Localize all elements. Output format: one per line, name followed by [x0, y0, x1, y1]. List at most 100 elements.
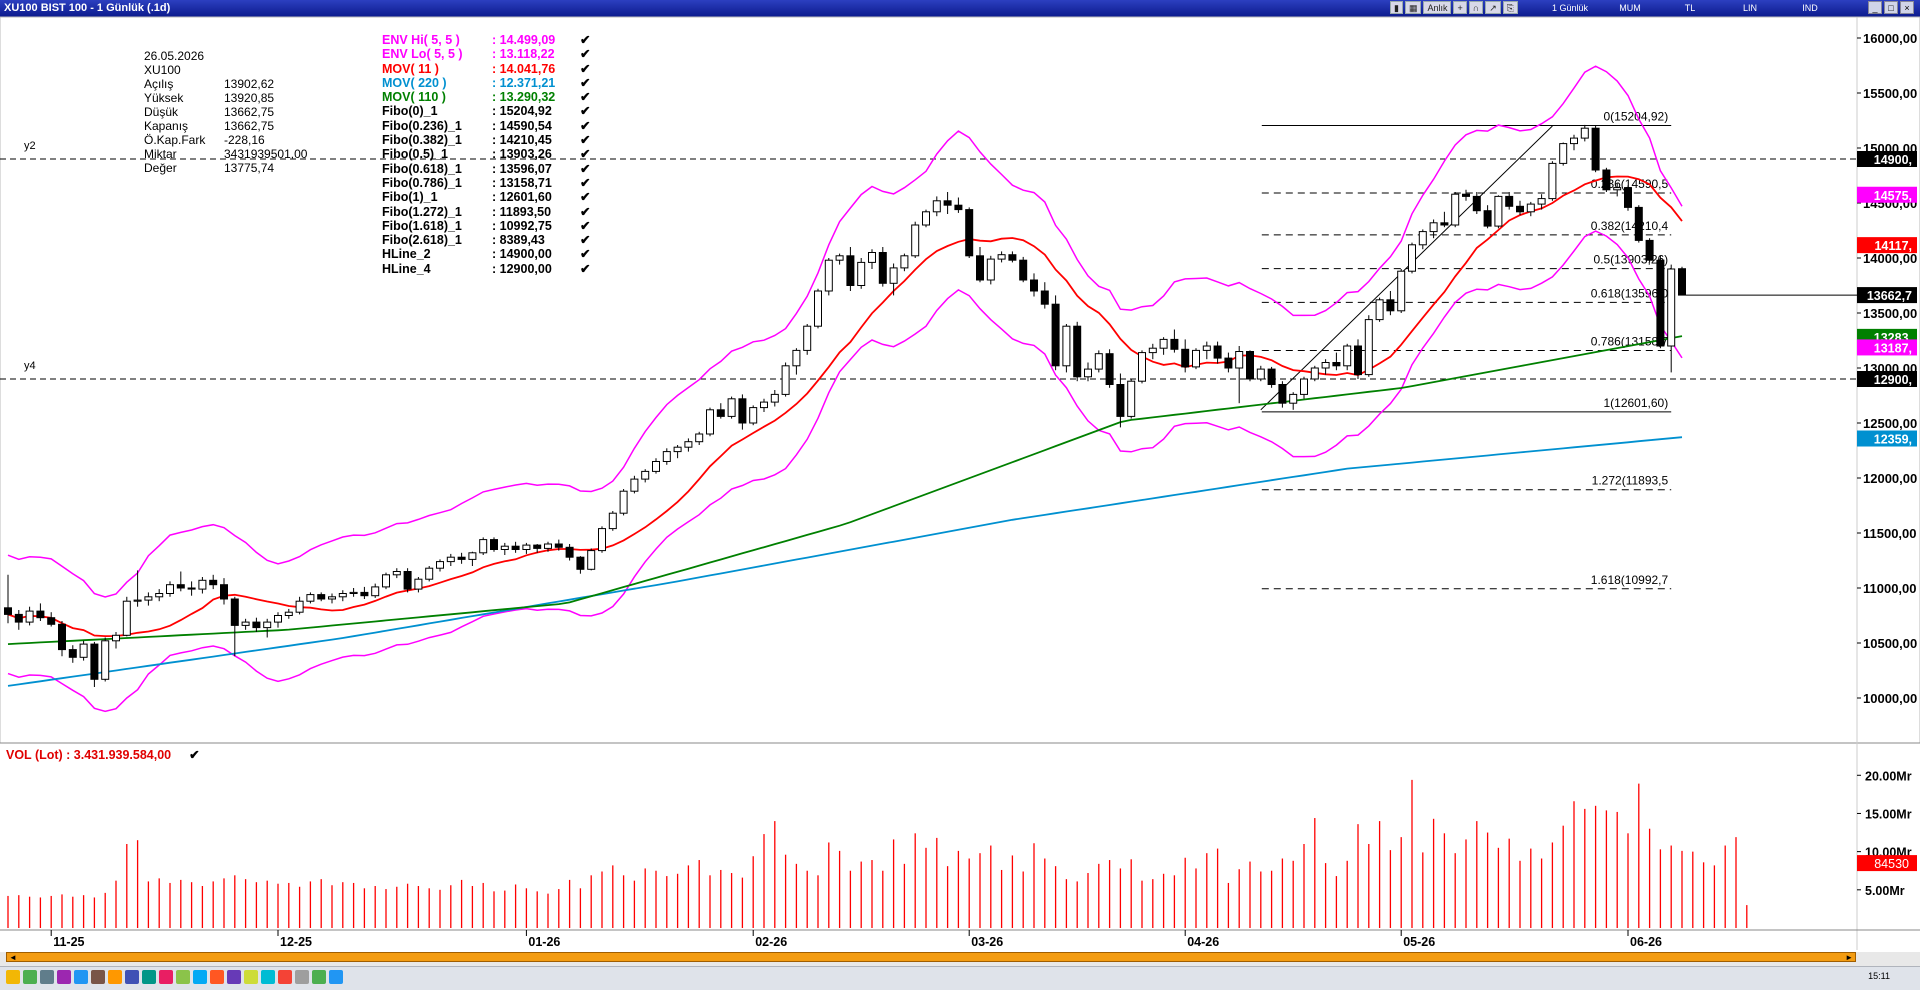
- taskbar-app-icon[interactable]: [295, 970, 309, 984]
- candle-body: [14, 613, 23, 623]
- legend-row: Fibo(1.618)_1: 10992,75 ✔: [382, 219, 594, 233]
- candle-body: [533, 544, 542, 549]
- candle-body: [1516, 205, 1524, 213]
- toolbar-button-6[interactable]: ⎘: [1502, 1, 1518, 14]
- candle-body: [112, 634, 120, 642]
- volume-check-icon[interactable]: ✔: [189, 748, 200, 762]
- check-icon[interactable]: ✔: [580, 75, 591, 90]
- check-icon[interactable]: ✔: [580, 104, 591, 119]
- close-icon[interactable]: ×: [1900, 1, 1914, 14]
- info-key: Miktar: [144, 147, 177, 161]
- taskbar-app-icon[interactable]: [108, 970, 122, 984]
- candle-body: [144, 596, 153, 601]
- taskbar-app-icon[interactable]: [159, 970, 173, 984]
- taskbar-app-icon[interactable]: [40, 970, 54, 984]
- check-icon[interactable]: ✔: [580, 161, 591, 176]
- taskbar-app-icon[interactable]: [57, 970, 71, 984]
- y-tick-label: 13500,00: [1863, 306, 1917, 321]
- candle-body: [198, 579, 207, 590]
- mode-1-günlük[interactable]: 1 Günlük: [1551, 3, 1589, 13]
- candle-body: [1332, 362, 1341, 367]
- candle-body: [1213, 345, 1222, 359]
- taskbar-app-icon[interactable]: [74, 970, 88, 984]
- mode-tl[interactable]: TL: [1684, 3, 1696, 13]
- taskbar-app-icon[interactable]: [176, 970, 190, 984]
- taskbar-app-icon[interactable]: [193, 970, 207, 984]
- candle-body: [1667, 268, 1676, 347]
- candle-body: [1321, 362, 1330, 369]
- taskbar-app-icon[interactable]: [244, 970, 258, 984]
- scroll-left-icon[interactable]: ◄: [9, 953, 17, 962]
- taskbar-app-icon[interactable]: [210, 970, 224, 984]
- scroll-right-icon[interactable]: ►: [1845, 953, 1853, 962]
- info-key: Açılış: [144, 77, 174, 91]
- mode-lin[interactable]: LIN: [1742, 3, 1757, 13]
- check-icon[interactable]: ✔: [580, 218, 591, 233]
- legend-key: Fibo(0)_1: [382, 104, 438, 119]
- taskbar-app-icon[interactable]: [329, 970, 343, 984]
- check-icon[interactable]: ✔: [580, 247, 591, 262]
- check-icon[interactable]: ✔: [580, 261, 591, 276]
- volume-badge: [1857, 855, 1917, 872]
- candle-body: [922, 211, 930, 226]
- legend-key: Fibo(0.5)_1: [382, 147, 448, 162]
- toolbar-button-4[interactable]: ∩: [1468, 1, 1484, 14]
- axis-badge-label: 13662,7: [1867, 289, 1912, 303]
- toolbar-button-0[interactable]: ▮: [1390, 1, 1403, 14]
- check-icon[interactable]: ✔: [580, 133, 591, 148]
- legend-row: Fibo(0.236)_1: 14590,54 ✔: [382, 119, 594, 133]
- info-key: Değer: [144, 161, 177, 175]
- candle-body: [630, 478, 639, 492]
- candle-body: [274, 615, 282, 623]
- check-icon[interactable]: ✔: [580, 233, 591, 248]
- candle-body: [760, 401, 768, 409]
- check-icon[interactable]: ✔: [580, 33, 591, 47]
- legend-key: MOV( 11 ): [382, 61, 439, 76]
- check-icon[interactable]: ✔: [580, 204, 591, 219]
- x-tick-label: 02-26: [755, 935, 787, 949]
- toolbar: ▮ ▦ Anlık + ∩ ↗ ⎘: [1390, 1, 1518, 16]
- candle-body: [479, 539, 488, 554]
- taskbar-app-icon[interactable]: [6, 970, 20, 984]
- toolbar-button-1[interactable]: ▦: [1404, 1, 1422, 14]
- candle-body: [1030, 279, 1038, 292]
- check-icon[interactable]: ✔: [580, 47, 591, 62]
- candle-body: [943, 200, 952, 206]
- taskbar-app-icon[interactable]: [278, 970, 292, 984]
- axis-badge: [1857, 430, 1917, 447]
- taskbar-app-icon[interactable]: [312, 970, 326, 984]
- info-value: -228,16: [224, 133, 265, 147]
- legend-row: ENV Lo( 5, 5 ): 13.118,22 ✔: [382, 47, 594, 61]
- maximize-icon[interactable]: □: [1884, 1, 1898, 14]
- legend-value: : 14590,54: [492, 118, 552, 133]
- candle-body: [1537, 198, 1546, 205]
- mode-ind[interactable]: IND: [1802, 3, 1818, 13]
- minimize-icon[interactable]: _: [1868, 1, 1882, 14]
- check-icon[interactable]: ✔: [580, 90, 591, 105]
- taskbar-app-icon[interactable]: [227, 970, 241, 984]
- mode-mum[interactable]: MUM: [1619, 3, 1641, 13]
- check-icon[interactable]: ✔: [580, 118, 591, 133]
- candle-body: [1602, 169, 1611, 191]
- taskbar-app-icon[interactable]: [261, 970, 275, 984]
- legend-value: : 15204,92: [492, 104, 552, 119]
- check-icon[interactable]: ✔: [580, 190, 591, 205]
- candle-body: [392, 571, 401, 576]
- fibo-level-label: 1.618(10992,7: [1591, 573, 1669, 587]
- candle-body: [436, 561, 444, 569]
- candle-body: [1343, 345, 1352, 367]
- taskbar-app-icon[interactable]: [142, 970, 156, 984]
- toolbar-button-3[interactable]: +: [1453, 1, 1467, 14]
- taskbar-app-icon[interactable]: [125, 970, 139, 984]
- toolbar-button-5[interactable]: ↗: [1485, 1, 1501, 14]
- check-icon[interactable]: ✔: [580, 147, 591, 162]
- taskbar-app-icon[interactable]: [23, 970, 37, 984]
- taskbar-app-icon[interactable]: [91, 970, 105, 984]
- check-icon[interactable]: ✔: [580, 175, 591, 190]
- horizontal-scrollbar[interactable]: ◄ ►: [6, 952, 1856, 962]
- legend-row: Fibo(0.5)_1: 13903,26 ✔: [382, 147, 594, 161]
- check-icon[interactable]: ✔: [580, 61, 591, 76]
- toolbar-button-2[interactable]: Anlık: [1423, 1, 1452, 14]
- legend-row: HLine_4: 12900,00 ✔: [382, 262, 594, 276]
